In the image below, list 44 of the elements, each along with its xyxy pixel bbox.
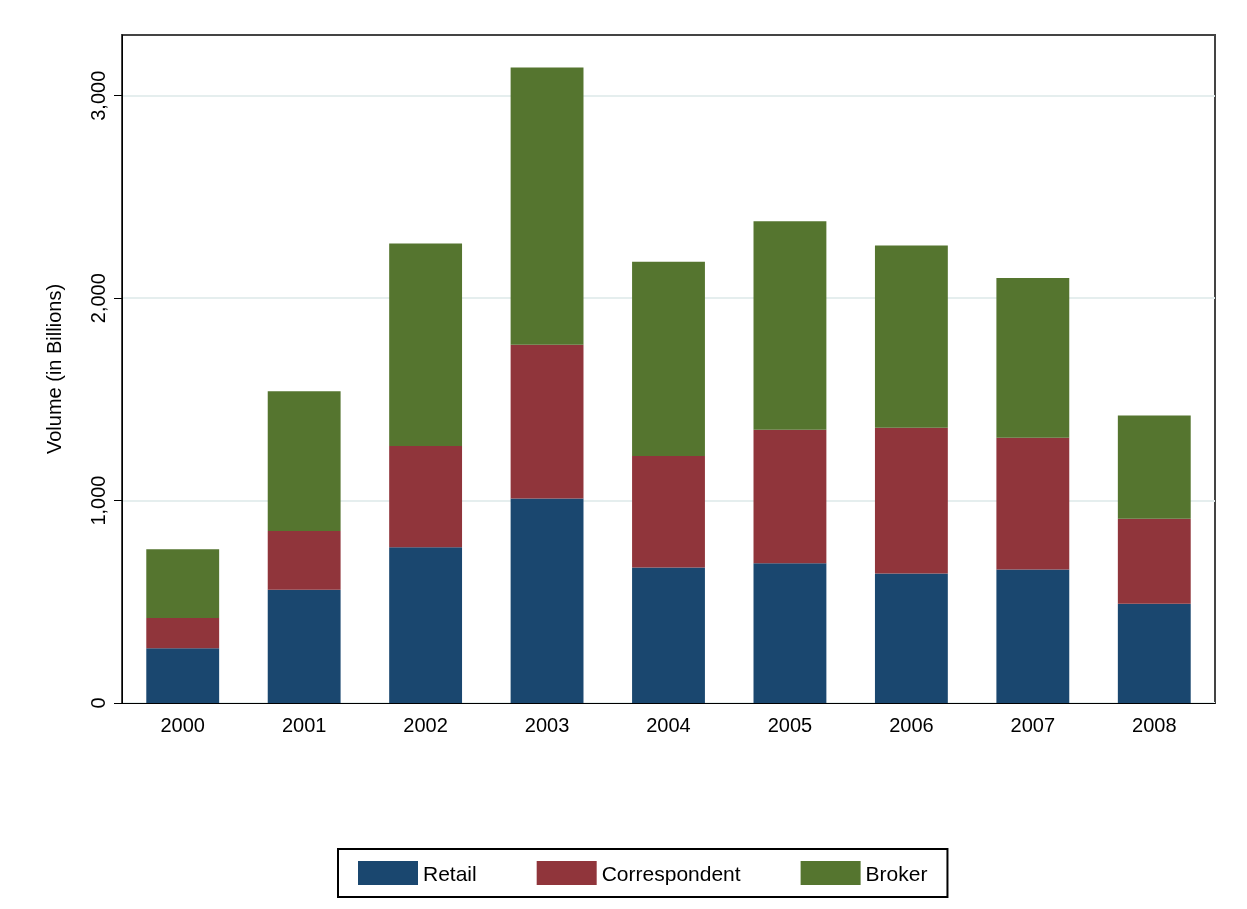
x-tick-label: 2003 [524,714,570,736]
bar [510,498,584,703]
bar [389,243,463,446]
bar [753,563,827,703]
bar [389,445,463,548]
bar [1117,518,1191,604]
bar [389,547,463,703]
x-tick-label: 2001 [281,714,327,736]
bar [753,429,827,564]
x-tick-label: 2004 [646,714,691,736]
bar [874,573,948,703]
bar [267,589,341,703]
bar [510,344,584,499]
bar [1117,415,1191,519]
bar [146,617,220,649]
bar [146,648,220,703]
x-tick-label: 2008 [1132,714,1177,736]
bar [632,567,705,703]
y-tick-label: 3,000 [87,70,109,121]
x-tick-label: 2007 [1010,714,1056,736]
bar [267,391,341,531]
bar [874,245,948,428]
bar [874,427,948,574]
x-tick-label: 2006 [889,714,934,736]
bar [1117,603,1191,703]
bar [996,437,1070,570]
x-tick-label: 2000 [160,714,205,736]
bar [510,67,584,345]
y-axis-title: Volume (in Billions) [43,283,65,455]
bar [146,549,220,618]
legend-label: Broker [865,861,928,885]
bar [996,569,1070,703]
bar [632,261,705,457]
y-tick-label: 0 [87,697,109,709]
x-tick-label: 2002 [403,714,448,736]
bar [996,277,1070,438]
y-tick-label: 1,000 [87,475,109,526]
bar [267,530,341,590]
legend-label: Correspondent [601,861,741,885]
y-tick-label: 2,000 [87,273,109,324]
bar [632,456,705,568]
bar [753,221,827,430]
x-tick-label: 2005 [767,714,813,736]
legend-label: Retail [423,861,477,885]
